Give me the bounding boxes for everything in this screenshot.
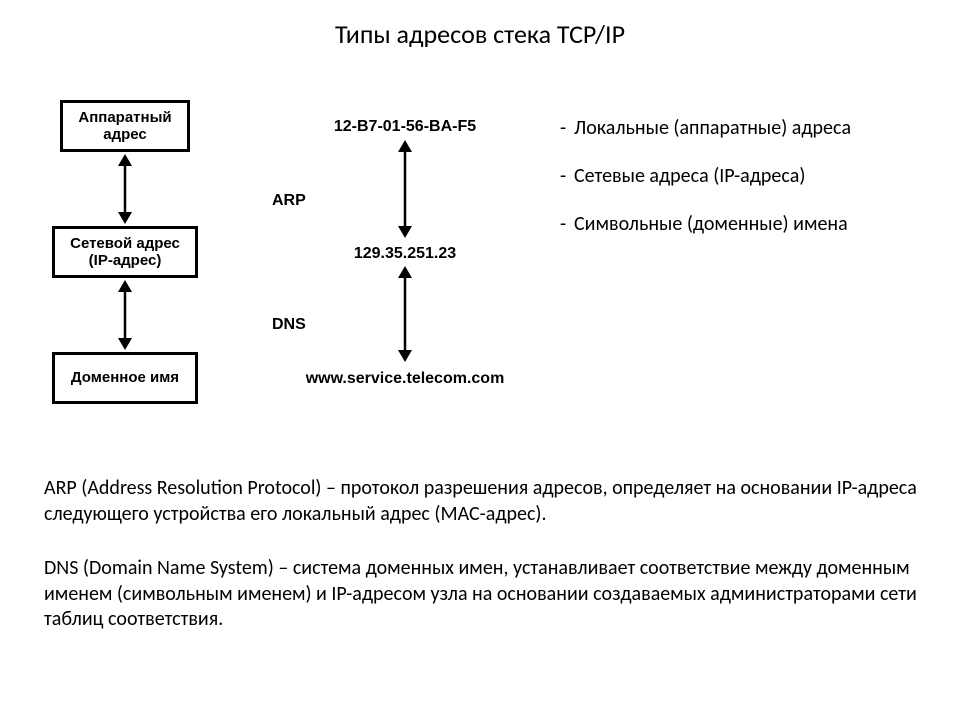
dash-icon: - [560, 116, 574, 140]
dash-icon: - [560, 164, 574, 188]
bullet-network-text: Сетевые адреса (IP-адреса) [574, 164, 805, 188]
value-domain: www.service.telecom.com [300, 370, 510, 388]
bullet-local-text: Локальные (аппаратные) адреса [574, 116, 851, 140]
bullet-network: -Сетевые адреса (IP-адреса) [560, 164, 805, 188]
arrow-ip-url [396, 266, 414, 362]
bullet-symbolic-text: Символьные (доменные) имена [574, 212, 848, 236]
page-title: Типы адресов стека TCP/IP [0, 18, 960, 50]
box-domain-name: Доменное имя [52, 352, 198, 404]
value-mac: 12-B7-01-56-BA-F5 [310, 118, 500, 136]
arrow-ip-domain [116, 280, 134, 350]
box-hardware-label: Аппаратныйадрес [78, 109, 171, 144]
bullet-local: -Локальные (аппаратные) адреса [560, 116, 851, 140]
arrow-mac-ip [396, 140, 414, 238]
label-arp: ARP [272, 192, 306, 210]
arrow-hw-ip [116, 154, 134, 224]
bullet-symbolic: -Символьные (доменные) имена [560, 212, 848, 236]
value-ip: 129.35.251.23 [340, 245, 470, 263]
paragraph-arp: ARP (Address Resolution Protocol) – прот… [44, 476, 924, 527]
box-network-label: Сетевой адрес(IP-адрес) [70, 235, 180, 270]
paragraph-dns: DNS (Domain Name System) – система домен… [44, 556, 924, 633]
box-network-address: Сетевой адрес(IP-адрес) [52, 226, 198, 278]
box-domain-label: Доменное имя [71, 369, 179, 386]
box-hardware-address: Аппаратныйадрес [60, 100, 190, 152]
label-dns: DNS [272, 316, 306, 334]
dash-icon: - [560, 212, 574, 236]
